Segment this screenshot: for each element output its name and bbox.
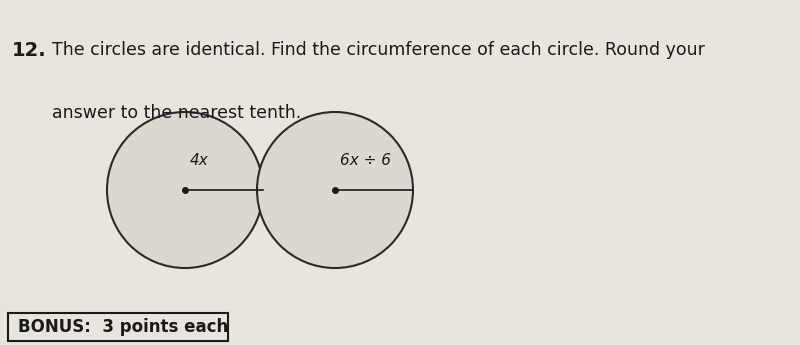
FancyBboxPatch shape: [8, 313, 228, 341]
Text: 4x: 4x: [190, 153, 209, 168]
Text: BONUS:  3 points each: BONUS: 3 points each: [18, 318, 228, 336]
Text: 6x ÷ 6: 6x ÷ 6: [340, 153, 391, 168]
Text: The circles are identical. Find the circumference of each circle. Round your: The circles are identical. Find the circ…: [52, 41, 705, 59]
Circle shape: [257, 112, 413, 268]
Text: answer to the nearest tenth.: answer to the nearest tenth.: [52, 104, 302, 121]
Text: 12.: 12.: [12, 41, 46, 60]
Circle shape: [107, 112, 263, 268]
